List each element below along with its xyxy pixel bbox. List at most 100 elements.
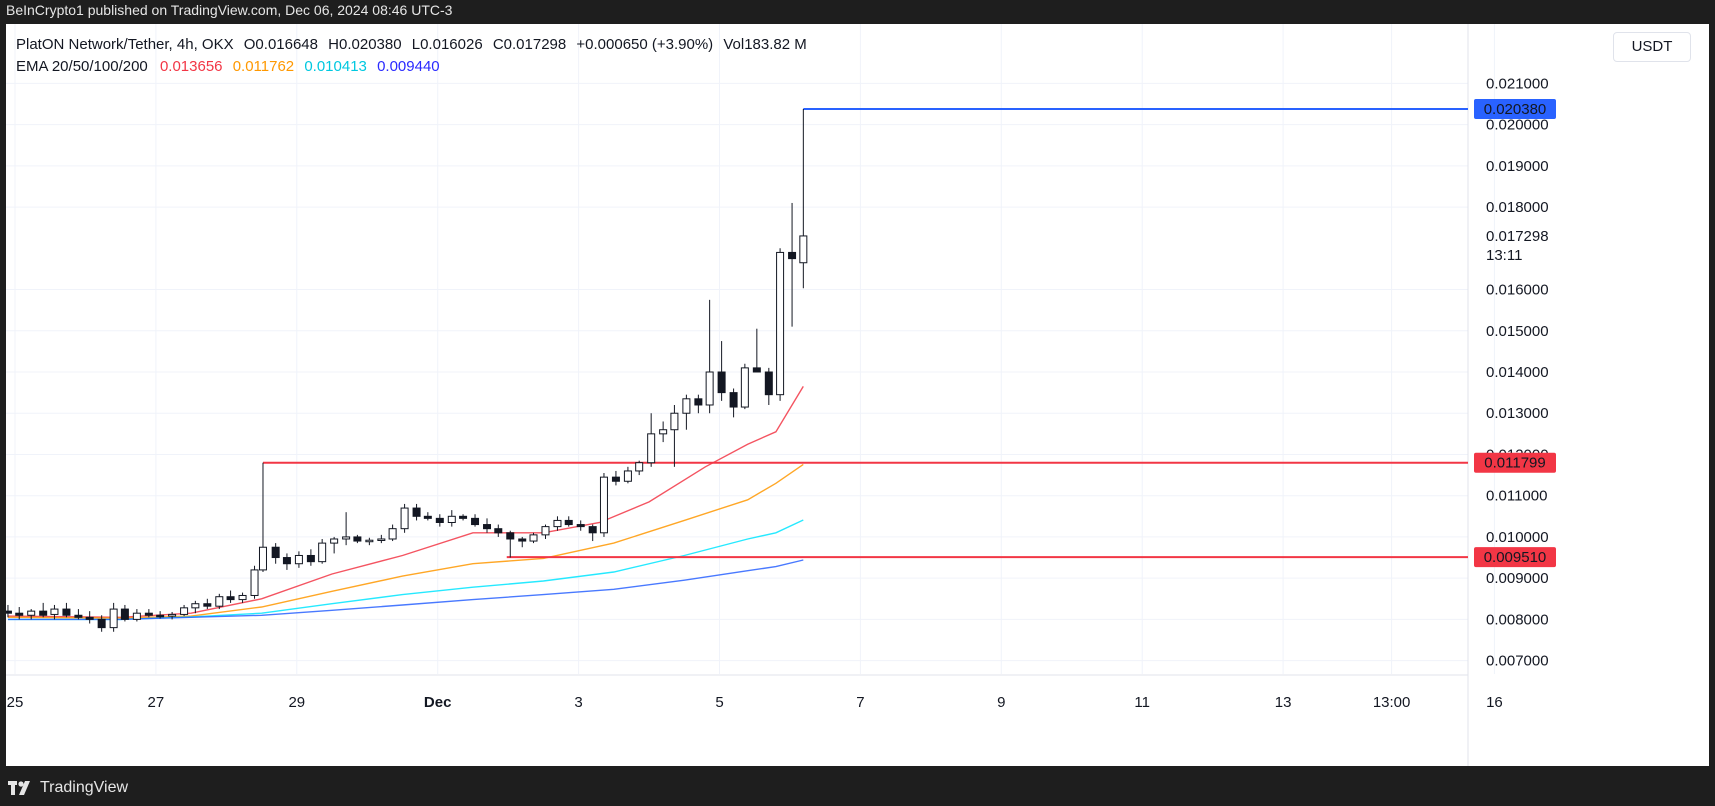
- candle-body[interactable]: [400, 507, 409, 530]
- x-tick-label: 5: [715, 694, 723, 711]
- candle-body[interactable]: [588, 526, 597, 534]
- candle-body[interactable]: [250, 569, 259, 596]
- chart-panel[interactable]: 0.021000 0.020000 0.019000 0.018000 0.016000…: [6, 24, 1709, 766]
- publisher-line: BeInCrypto1 published on TradingView.com…: [6, 2, 453, 18]
- candle-body[interactable]: [271, 546, 280, 559]
- open-value: O0.016648: [243, 36, 318, 53]
- y-tick-label: 0.007000: [1486, 653, 1549, 670]
- candle-body[interactable]: [15, 612, 24, 616]
- candle-body[interactable]: [62, 608, 71, 616]
- candle-body[interactable]: [435, 517, 444, 523]
- candle-body[interactable]: [120, 608, 129, 620]
- candle-body[interactable]: [764, 371, 773, 396]
- candle-body[interactable]: [670, 412, 679, 431]
- level-price-label: 0.011799: [1484, 455, 1545, 472]
- y-tick-label: 0.011000: [1486, 488, 1547, 505]
- last-price-label: 0.017298: [1486, 228, 1549, 245]
- candle-body[interactable]: [132, 612, 141, 620]
- candle-body[interactable]: [39, 610, 48, 616]
- countdown-label: 13:11: [1486, 247, 1522, 264]
- candle-body[interactable]: [330, 538, 339, 544]
- candle-body[interactable]: [365, 539, 374, 543]
- candle-body[interactable]: [541, 526, 550, 536]
- candle-body[interactable]: [203, 603, 212, 607]
- candle-body[interactable]: [776, 251, 785, 396]
- y-tick-label: 0.014000: [1486, 364, 1549, 381]
- candle-body[interactable]: [50, 608, 59, 615]
- candle-body[interactable]: [635, 462, 644, 472]
- candle-body[interactable]: [353, 536, 362, 542]
- candle-body[interactable]: [647, 433, 656, 464]
- candle-body[interactable]: [447, 515, 456, 523]
- y-tick-label: 0.008000: [1486, 611, 1549, 628]
- level-price-label: 0.020380: [1484, 101, 1547, 118]
- candle-body[interactable]: [494, 528, 503, 534]
- candle-body[interactable]: [682, 398, 691, 414]
- candle-body[interactable]: [342, 536, 351, 540]
- candle-body[interactable]: [705, 371, 714, 406]
- candle-body[interactable]: [423, 515, 432, 519]
- x-tick-label: 7: [856, 694, 864, 711]
- tradingview-logo-icon: [8, 781, 30, 795]
- candle-body[interactable]: [144, 612, 153, 616]
- candle-body[interactable]: [109, 608, 118, 629]
- candle-body[interactable]: [483, 524, 492, 530]
- candle-body[interactable]: [6, 610, 12, 614]
- candle-body[interactable]: [74, 614, 83, 618]
- candle-body[interactable]: [553, 519, 562, 528]
- candle-body[interactable]: [412, 507, 421, 517]
- candle-body[interactable]: [729, 392, 738, 408]
- candle-body[interactable]: [799, 235, 808, 264]
- candle-body[interactable]: [694, 398, 703, 406]
- candle-body[interactable]: [168, 613, 177, 617]
- candle-body[interactable]: [318, 542, 327, 563]
- x-tick-label: 13:00: [1373, 694, 1411, 711]
- candle-body[interactable]: [564, 519, 573, 526]
- x-tick-label: 16: [1486, 694, 1503, 711]
- candle-body[interactable]: [506, 532, 515, 540]
- candle-body[interactable]: [518, 538, 527, 542]
- candle-body[interactable]: [752, 367, 761, 373]
- candle-body[interactable]: [576, 524, 585, 528]
- candle-body[interactable]: [659, 429, 668, 435]
- candle-body[interactable]: [294, 554, 303, 565]
- y-tick-label: 0.019000: [1486, 158, 1549, 175]
- price-chart[interactable]: 0.021000 0.020000 0.019000 0.018000 0.016000…: [6, 24, 1709, 766]
- candle-body[interactable]: [226, 596, 235, 601]
- candle-body[interactable]: [388, 528, 397, 540]
- candle-body[interactable]: [377, 538, 386, 541]
- candle-body[interactable]: [258, 546, 267, 571]
- candle-body[interactable]: [238, 594, 247, 601]
- ema-label[interactable]: EMA 20/50/100/200: [16, 58, 148, 75]
- y-tick-label: 0.013000: [1486, 405, 1549, 422]
- candle-body[interactable]: [599, 476, 608, 534]
- x-tick-label: Dec: [424, 694, 452, 711]
- candle-body[interactable]: [788, 251, 797, 260]
- ema20-value: 0.013656: [159, 58, 223, 75]
- candle-body[interactable]: [717, 371, 726, 394]
- change-value: +0.000650 (+3.90%): [576, 36, 714, 53]
- candle-body[interactable]: [85, 616, 94, 620]
- candle-body[interactable]: [215, 596, 224, 607]
- symbol-label[interactable]: PlatON Network/Tether, 4h, OKX: [16, 36, 234, 53]
- candle-body[interactable]: [97, 618, 106, 629]
- currency-button[interactable]: USDT: [1613, 32, 1691, 62]
- level-price-badge: [1474, 98, 1556, 119]
- candle-body[interactable]: [611, 476, 620, 482]
- tradingview-brand: TradingView: [40, 779, 129, 796]
- level-price-badge: [1474, 452, 1556, 473]
- candle-body[interactable]: [459, 515, 468, 519]
- candle-body[interactable]: [529, 534, 538, 542]
- ema-line-2: [7, 463, 804, 619]
- candle-body[interactable]: [27, 610, 36, 616]
- y-tick-label: 0.016000: [1486, 282, 1549, 299]
- candle-body[interactable]: [306, 554, 315, 563]
- tradingview-logo[interactable]: TradingView: [8, 779, 128, 797]
- candle-body[interactable]: [471, 517, 480, 526]
- candle-body[interactable]: [180, 607, 189, 615]
- candle-body[interactable]: [282, 557, 291, 565]
- candle-body[interactable]: [740, 367, 749, 408]
- candle-body[interactable]: [623, 470, 632, 482]
- candle-body[interactable]: [191, 603, 200, 609]
- candle-body[interactable]: [156, 614, 165, 618]
